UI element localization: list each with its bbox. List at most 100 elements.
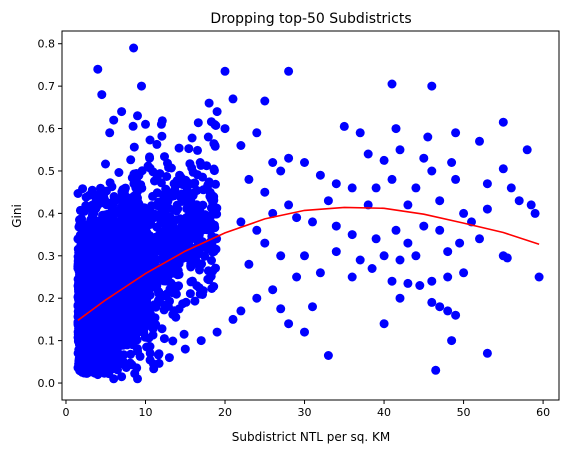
data-point — [395, 255, 405, 265]
data-point — [284, 319, 294, 329]
data-point — [284, 66, 294, 76]
data-point — [163, 276, 173, 286]
data-point — [143, 209, 153, 219]
y-tick-label: 0.2 — [38, 292, 56, 305]
data-point — [191, 220, 201, 230]
data-point — [154, 358, 164, 368]
data-point — [157, 116, 167, 126]
data-point — [276, 304, 286, 314]
data-point — [427, 81, 437, 91]
chart-title: Dropping top-50 Subdistricts — [210, 11, 411, 27]
data-point — [347, 272, 357, 282]
data-point — [77, 347, 87, 357]
data-point — [97, 241, 107, 251]
data-point — [443, 272, 453, 282]
data-point — [153, 201, 163, 211]
data-point — [395, 293, 405, 303]
data-point — [482, 204, 492, 214]
data-point — [132, 335, 142, 345]
data-point — [502, 253, 512, 263]
data-point — [522, 145, 532, 155]
data-point — [111, 330, 120, 340]
data-point — [80, 335, 89, 345]
data-point — [96, 257, 106, 266]
data-point — [129, 43, 139, 53]
x-tick-label: 50 — [457, 406, 471, 419]
data-point — [161, 219, 171, 229]
data-point — [228, 94, 238, 104]
data-point — [105, 128, 115, 138]
data-point — [379, 319, 389, 329]
data-point — [99, 356, 109, 366]
data-point — [133, 346, 143, 356]
data-point — [143, 310, 153, 320]
data-point — [193, 118, 203, 128]
data-point — [130, 369, 140, 379]
data-point — [189, 188, 199, 197]
data-point — [178, 180, 188, 190]
data-point — [195, 158, 205, 167]
data-point — [115, 252, 125, 262]
data-point — [180, 344, 190, 354]
data-point — [97, 296, 107, 306]
data-point — [105, 178, 115, 188]
data-point — [195, 289, 205, 299]
data-point — [451, 128, 461, 138]
data-point — [168, 336, 178, 346]
data-point — [179, 329, 189, 339]
data-point — [455, 238, 465, 248]
data-point — [176, 193, 186, 203]
data-point — [331, 221, 341, 231]
data-point — [170, 226, 179, 236]
data-point — [411, 251, 421, 261]
data-point — [203, 132, 213, 142]
data-point — [403, 200, 413, 210]
data-point — [152, 222, 162, 232]
data-point — [128, 269, 138, 279]
data-point — [90, 318, 100, 328]
data-point — [498, 164, 508, 174]
y-tick-label: 0.0 — [38, 377, 56, 390]
data-point — [331, 247, 341, 257]
data-point — [506, 183, 516, 193]
data-point — [427, 297, 437, 307]
data-point — [482, 348, 492, 358]
data-point — [134, 293, 144, 303]
data-point — [145, 231, 155, 240]
data-point — [211, 209, 221, 219]
data-point — [475, 136, 484, 146]
data-point — [91, 196, 101, 206]
data-point — [205, 222, 215, 232]
data-point — [209, 246, 219, 256]
data-point — [145, 355, 155, 365]
data-point — [172, 261, 182, 271]
data-point — [121, 279, 131, 289]
data-point — [83, 292, 92, 302]
data-point — [119, 221, 129, 231]
data-point — [236, 306, 246, 316]
data-point — [137, 81, 146, 91]
data-point — [209, 192, 219, 202]
data-point — [114, 352, 124, 362]
data-point — [93, 64, 103, 74]
data-point — [150, 278, 160, 288]
data-point — [134, 198, 143, 208]
y-tick-label: 0.8 — [38, 38, 56, 51]
x-axis-ticks: 0 10 20 30 40 50 60 — [62, 400, 550, 419]
data-point — [131, 207, 141, 217]
data-point — [107, 345, 117, 355]
data-point — [112, 239, 122, 249]
data-point — [84, 314, 94, 324]
data-point — [119, 309, 129, 319]
data-point — [119, 319, 129, 329]
data-point — [133, 111, 142, 121]
data-point — [190, 296, 200, 306]
data-point — [174, 143, 184, 153]
data-point — [109, 115, 119, 125]
data-point — [117, 107, 127, 117]
data-point — [195, 248, 204, 258]
data-point — [387, 276, 397, 286]
data-point — [160, 303, 170, 313]
data-point — [80, 364, 90, 374]
